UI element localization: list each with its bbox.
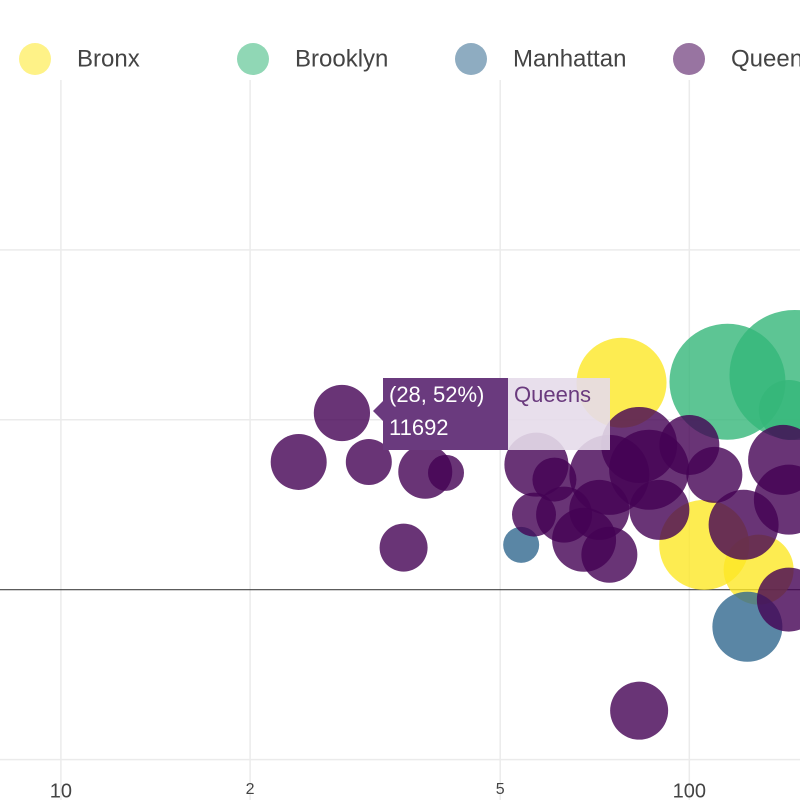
legend-label: Queens — [731, 45, 800, 72]
bubble — [758, 379, 800, 440]
tooltip-box — [373, 378, 508, 450]
bubble — [610, 681, 669, 740]
bubble — [313, 384, 371, 442]
tooltip-coords: (28, 52%) — [389, 382, 484, 407]
tooltip-trace: Queens — [514, 382, 591, 407]
tooltip: (28, 52%) 11692 Queens — [373, 378, 610, 450]
bubble — [753, 464, 800, 535]
legend-marker — [673, 43, 705, 75]
marks — [270, 309, 800, 740]
legend-label: Brooklyn — [295, 45, 388, 72]
tooltip-trace-box — [508, 378, 610, 450]
legend-label: Manhattan — [513, 45, 626, 72]
legend-marker — [19, 43, 51, 75]
legend: Bronx Brooklyn Manhattan Queens — [19, 43, 800, 75]
x-tick-label: 2 — [246, 781, 255, 798]
bubble — [581, 526, 638, 583]
bubble — [686, 446, 743, 503]
legend-marker — [455, 43, 487, 75]
bubble — [427, 454, 464, 491]
bubble — [756, 567, 800, 632]
bubble — [345, 438, 392, 485]
x-tick-label: 100 — [673, 780, 706, 800]
x-tick-label: 5 — [496, 781, 505, 798]
legend-label: Bronx — [77, 45, 140, 72]
bubble — [629, 479, 690, 540]
legend-marker — [237, 43, 269, 75]
x-tick-label: 10 — [50, 780, 72, 800]
bubble — [270, 433, 327, 490]
bubble — [379, 523, 428, 572]
tooltip-size: 11692 — [389, 415, 449, 440]
bubble — [569, 479, 630, 540]
